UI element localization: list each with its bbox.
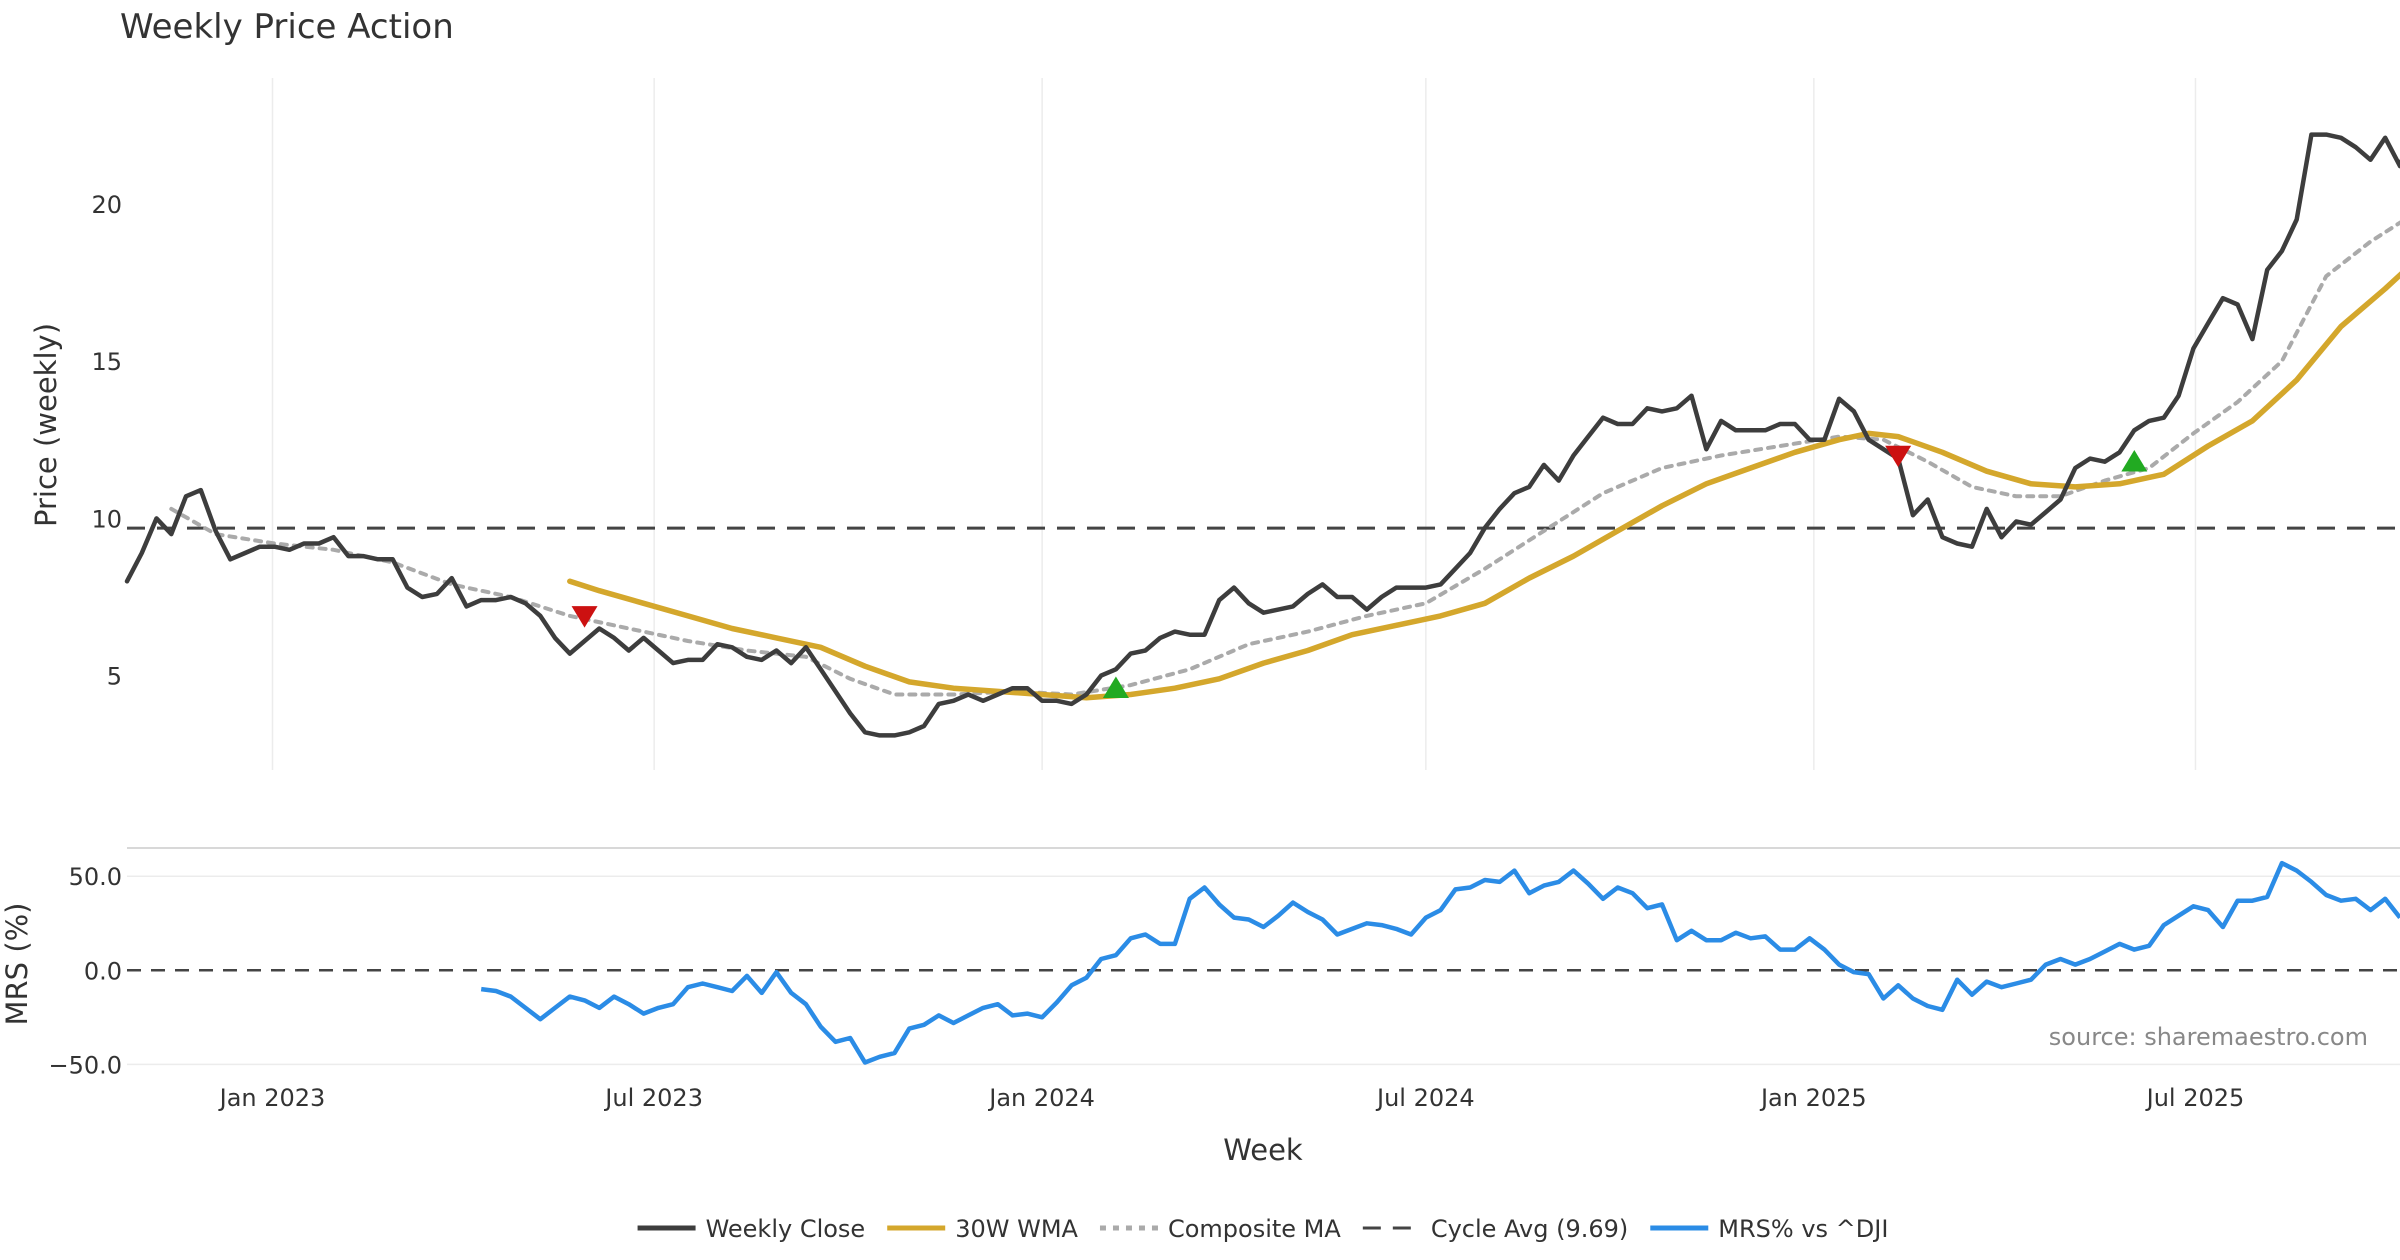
mrs-y-tick-label: −50.0 <box>48 1051 122 1079</box>
x-tick-label: Jul 2023 <box>603 1084 703 1112</box>
sell-marker-2 <box>1885 445 1912 468</box>
mrs-y-ticks: 50.0 0.0 −50.0 <box>48 863 122 1079</box>
x-tick-label: Jul 2024 <box>1375 1084 1475 1112</box>
price-y-axis-label: Price (weekly) <box>29 323 63 527</box>
price-y-tick-label: 10 <box>91 505 122 533</box>
x-tick-label: Jan 2023 <box>218 1084 326 1112</box>
mrs-series-group <box>480 860 2400 1065</box>
legend-label: MRS% vs ^DJI <box>1718 1215 1888 1243</box>
legend-label: Weekly Close <box>706 1215 866 1243</box>
x-tick-label: Jan 2025 <box>1759 1084 1867 1112</box>
price-y-tick-label: 20 <box>91 191 122 219</box>
sell-marker-0 <box>571 606 598 628</box>
x-tick-label: Jan 2024 <box>987 1084 1095 1112</box>
legend-label: 30W WMA <box>955 1215 1078 1243</box>
series-line-30w-wma <box>567 271 2400 701</box>
series-line-weekly-close <box>124 132 2400 738</box>
x-ticks: Jan 2023 Jul 2023 Jan 2024 Jul 2024 Jan 2025… <box>218 1084 2245 1112</box>
mrs-grid <box>127 875 2400 1066</box>
mrs-y-tick-label: 50.0 <box>69 863 122 891</box>
chart-title: Weekly Price Action <box>120 7 454 47</box>
x-tick-label: Jul 2025 <box>2145 1084 2245 1112</box>
price-y-tick-label: 5 <box>107 663 122 691</box>
series-line-mrs <box>480 860 2400 1065</box>
x-axis-label: Week <box>1223 1133 1303 1167</box>
mrs-y-tick-label: 0.0 <box>84 957 122 985</box>
buy-marker-1 <box>1102 676 1129 698</box>
price-y-tick-label: 15 <box>91 348 122 376</box>
source-text: source: sharemaestro.com <box>2049 1023 2368 1051</box>
legend: Weekly Close 30W WMA Composite MA Cycle Avg… <box>637 1215 1888 1243</box>
legend-label: Cycle Avg (9.69) <box>1431 1215 1628 1243</box>
legend-label: Composite MA <box>1168 1215 1341 1243</box>
buy-marker-3 <box>2121 450 2148 472</box>
mrs-y-axis-label: MRS (%) <box>0 903 34 1026</box>
series-line-composite-ma <box>169 220 2400 697</box>
price-grid <box>271 78 2197 770</box>
price-y-ticks: 5 10 15 20 <box>91 191 122 691</box>
signal-markers <box>571 445 2148 698</box>
price-series-group <box>124 132 2400 738</box>
